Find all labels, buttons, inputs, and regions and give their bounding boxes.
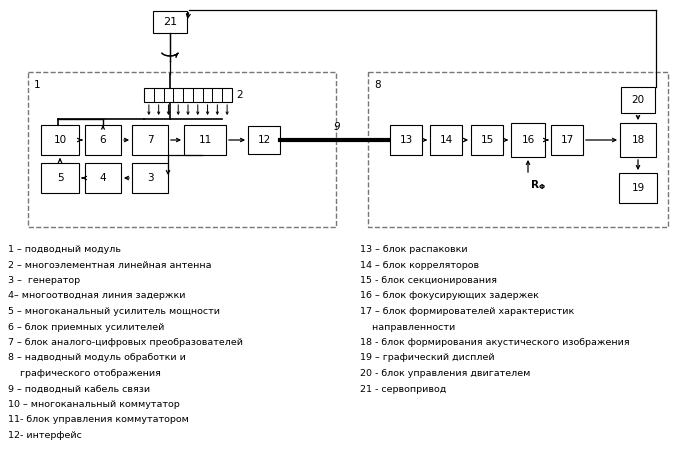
Bar [85, 125, 121, 155]
Bar [551, 125, 583, 155]
Bar [621, 87, 655, 113]
Text: 20: 20 [631, 95, 644, 105]
Text: 19: 19 [631, 183, 644, 193]
Bar [430, 125, 462, 155]
Text: $\mathbf{R_{\Phi}}$: $\mathbf{R_{\Phi}}$ [530, 178, 546, 192]
Text: 17 – блок формирователей характеристик: 17 – блок формирователей характеристик [360, 307, 575, 316]
Text: графического отображения: графического отображения [8, 369, 161, 378]
Text: 2 – многоэлементная линейная антенна: 2 – многоэлементная линейная антенна [8, 260, 212, 270]
Text: 5: 5 [57, 173, 64, 183]
Text: 21 - сервопривод: 21 - сервопривод [360, 385, 446, 394]
Bar [620, 123, 656, 157]
Text: 10 – многоканальный коммутатор: 10 – многоканальный коммутатор [8, 400, 180, 409]
Text: 6: 6 [100, 135, 106, 145]
Text: 5 – многоканальный усилитель мощности: 5 – многоканальный усилитель мощности [8, 307, 220, 316]
Bar [144, 88, 232, 102]
Text: 10: 10 [53, 135, 66, 145]
Text: 3 –  генератор: 3 – генератор [8, 276, 80, 285]
Bar [28, 72, 336, 227]
Text: 1 – подводный модуль: 1 – подводный модуль [8, 245, 121, 254]
Text: 18: 18 [631, 135, 644, 145]
Text: 18 - блок формирования акустического изображения: 18 - блок формирования акустического изо… [360, 338, 630, 347]
Bar [619, 173, 657, 203]
Bar [248, 126, 280, 154]
Bar [41, 163, 79, 193]
Text: 13: 13 [399, 135, 412, 145]
Text: 21: 21 [163, 17, 177, 27]
Text: 11: 11 [199, 135, 212, 145]
Text: 16 – блок фокусирующих задержек: 16 – блок фокусирующих задержек [360, 291, 539, 300]
Text: 3: 3 [147, 173, 153, 183]
Text: 9: 9 [333, 122, 340, 132]
Bar [368, 72, 668, 227]
Text: 4: 4 [100, 173, 106, 183]
Text: 15 - блок секционирования: 15 - блок секционирования [360, 276, 497, 285]
Bar [471, 125, 503, 155]
Bar [132, 163, 168, 193]
Text: 12- интерфейс: 12- интерфейс [8, 431, 82, 440]
Bar [132, 125, 168, 155]
Text: 8: 8 [374, 80, 381, 90]
Bar [41, 125, 79, 155]
Bar [390, 125, 422, 155]
Text: направленности: направленности [360, 323, 455, 332]
Text: 9 – подводный кабель связи: 9 – подводный кабель связи [8, 385, 150, 394]
Text: 11- блок управления коммутатором: 11- блок управления коммутатором [8, 415, 189, 424]
Text: 7: 7 [147, 135, 153, 145]
Text: 7 – блок аналого-цифровых преобразователей: 7 – блок аналого-цифровых преобразовател… [8, 338, 243, 347]
Text: 15: 15 [480, 135, 493, 145]
Text: 4– многоотводная линия задержки: 4– многоотводная линия задержки [8, 291, 185, 300]
Text: 14: 14 [440, 135, 453, 145]
Text: 14 – блок корреляторов: 14 – блок корреляторов [360, 260, 479, 270]
Text: 16: 16 [521, 135, 535, 145]
Text: 12: 12 [257, 135, 271, 145]
Bar [153, 11, 187, 33]
Text: 2: 2 [236, 90, 243, 100]
Bar [85, 163, 121, 193]
Text: 17: 17 [561, 135, 574, 145]
Text: 8 – надводный модуль обработки и: 8 – надводный модуль обработки и [8, 353, 186, 362]
Text: 19 – графический дисплей: 19 – графический дисплей [360, 353, 495, 362]
Bar [511, 123, 545, 157]
Text: 6 – блок приемных усилителей: 6 – блок приемных усилителей [8, 323, 164, 332]
Text: 20 - блок управления двигателем: 20 - блок управления двигателем [360, 369, 531, 378]
Text: 1: 1 [34, 80, 41, 90]
Bar [184, 125, 226, 155]
Text: 13 – блок распаковки: 13 – блок распаковки [360, 245, 468, 254]
